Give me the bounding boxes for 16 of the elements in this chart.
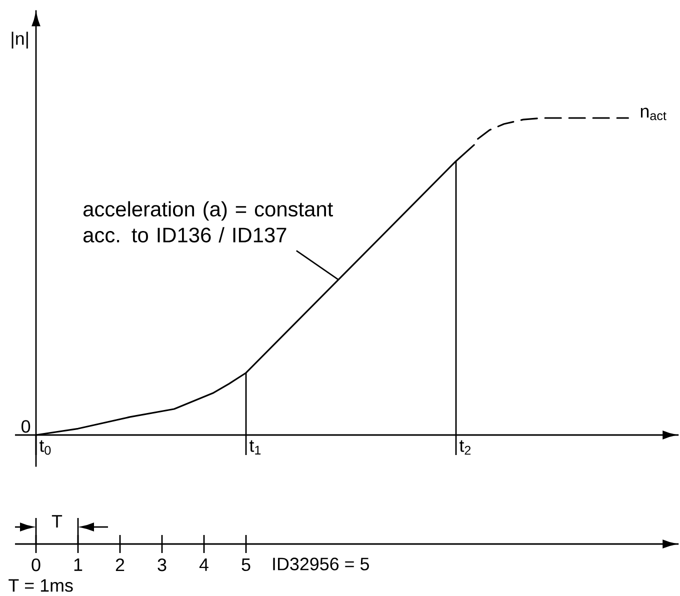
x-tick-label: 2 xyxy=(116,558,124,572)
x-tick-label: 5 xyxy=(242,558,250,572)
x-tick-label: 1 xyxy=(74,558,82,571)
x-axis-title: ID32956 = 5 xyxy=(273,558,369,570)
ref-line-label: t$_{0}$ xyxy=(39,440,51,455)
ref-line-label: t$_{1}$ xyxy=(249,440,261,454)
text: T xyxy=(52,515,62,528)
text: T = 1ms xyxy=(8,579,73,592)
ref-line-label: t$_{2}$ xyxy=(459,440,471,455)
annotation: 0 xyxy=(22,420,30,433)
x-tick-label: 0 xyxy=(32,558,40,572)
y-axis-title: |n| xyxy=(12,32,28,49)
annotation: acceleration (a) = constant acc. to ID136 / ID137 xyxy=(83,201,333,242)
x-tick-label: 3 xyxy=(158,558,166,572)
x-tick-label: 4 xyxy=(199,558,208,571)
series-label: n$_{act}$ xyxy=(640,108,666,120)
